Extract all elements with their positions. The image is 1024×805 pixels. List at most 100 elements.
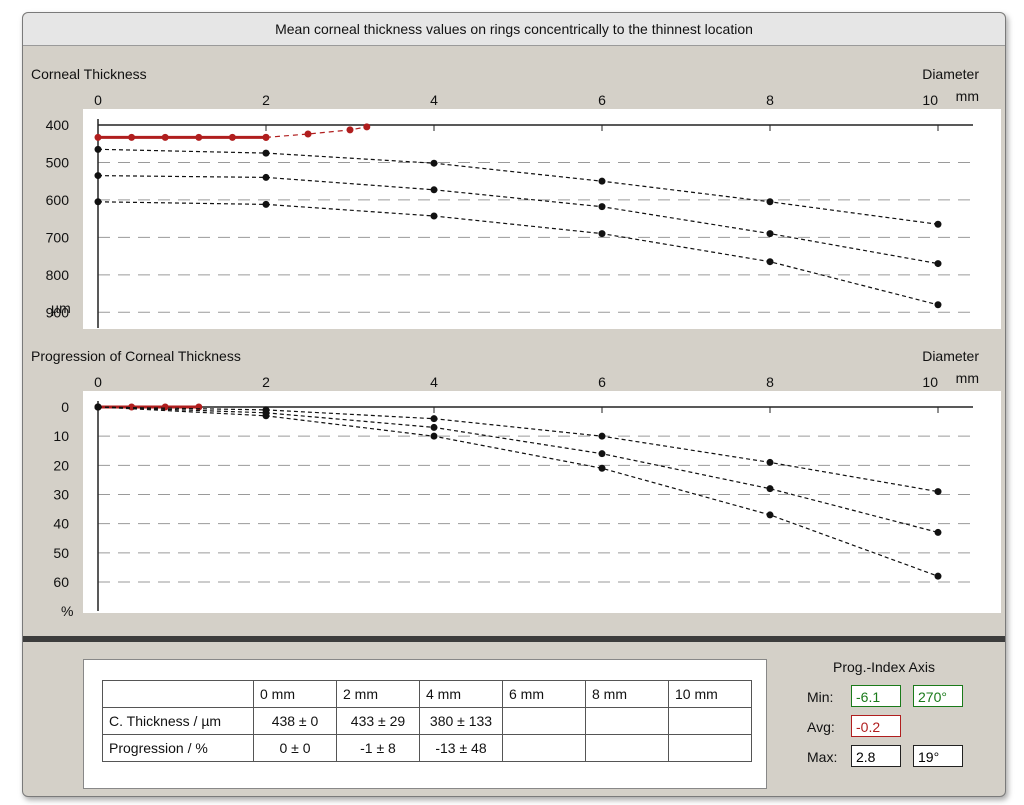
x-tick-label: 6: [598, 92, 606, 108]
table-cell: 433 ± 29: [336, 707, 420, 735]
data-point: [195, 403, 203, 411]
data-point: [262, 149, 270, 157]
chart1-x-unit: mm: [956, 88, 979, 104]
chart2-plot-area: [83, 391, 1001, 613]
y-tick-label: 10: [53, 428, 69, 444]
y-tick-label: 900: [46, 304, 70, 320]
data-point: [94, 403, 102, 411]
data-point: [934, 528, 942, 536]
x-tick-label: 2: [262, 92, 270, 108]
chart1-y-unit: µm: [51, 300, 71, 316]
data-point: [598, 177, 606, 185]
data-point: [94, 133, 102, 141]
max-value-field: 2.8: [851, 745, 901, 767]
x-tick-label: 6: [598, 374, 606, 390]
series-line: [97, 148, 939, 225]
y-tick-label: 30: [53, 487, 69, 503]
table-row: C. Thickness / µm 438 ± 0 433 ± 29 380 ±…: [102, 707, 752, 735]
y-tick-label: 20: [53, 457, 69, 473]
data-point: [598, 464, 606, 472]
y-tick-label: 700: [46, 229, 70, 245]
table-header-row: 0 mm 2 mm 4 mm 6 mm 8 mm 10 mm: [102, 680, 752, 708]
data-point: [262, 200, 270, 208]
table-cell: [585, 707, 669, 735]
chart1-layer: 400 500 600 700 800 900 0 2 4 6 8 10: [46, 92, 973, 328]
y-tick-label: 400: [46, 117, 70, 133]
table-header-cell: 6 mm: [502, 680, 586, 708]
y-tick-label: 0: [61, 399, 69, 415]
table-header-cell: 8 mm: [585, 680, 669, 708]
prog-index-title: Prog.-Index Axis: [833, 659, 935, 675]
thickness-table: 0 mm 2 mm 4 mm 6 mm 8 mm 10 mm C. Thickn…: [102, 680, 752, 762]
charts-svg: Corneal Thickness Diameter mm µm 4005006…: [31, 66, 1001, 619]
table-cell: 380 ± 133: [419, 707, 503, 735]
series-line: [97, 201, 939, 306]
data-point: [766, 511, 774, 519]
y-tick-label: 600: [46, 192, 70, 208]
table-cell: [668, 734, 752, 762]
analysis-window: Mean corneal thickness values on rings c…: [22, 12, 1006, 797]
table-cell: 0 ± 0: [253, 734, 337, 762]
table-header-cell: 4 mm: [419, 680, 503, 708]
data-point: [430, 423, 438, 431]
table-cell: 438 ± 0: [253, 707, 337, 735]
x-tick-label: 2: [262, 374, 270, 390]
data-point: [598, 230, 606, 238]
y-tick-label: 50: [53, 545, 69, 561]
table-cell: -1 ± 8: [336, 734, 420, 762]
avg-value-field: -0.2: [851, 715, 901, 737]
data-point: [934, 260, 942, 268]
data-point: [934, 301, 942, 309]
chart2-layer: 0 10 20 30 40 50 60 0 2 4 6 8 10: [53, 374, 973, 611]
y-tick-label: 500: [46, 154, 70, 170]
data-point: [161, 133, 169, 141]
table-cell: -13 ± 48: [419, 734, 503, 762]
table-row-label: Progression / %: [102, 734, 254, 762]
data-point: [766, 485, 774, 493]
data-point: [430, 432, 438, 440]
data-point: [934, 488, 942, 496]
x-tick-label: 4: [430, 92, 438, 108]
data-point: [262, 133, 270, 141]
table-cell: [502, 734, 586, 762]
y-tick-label: 40: [53, 516, 69, 532]
data-point: [228, 133, 236, 141]
x-tick-label: 8: [766, 92, 774, 108]
chart2-x-unit: mm: [956, 370, 979, 386]
data-point: [598, 450, 606, 458]
series-line: [97, 175, 939, 265]
table-cell: [502, 707, 586, 735]
data-point: [766, 258, 774, 266]
table-row: Progression / % 0 ± 0 -1 ± 8 -13 ± 48: [102, 734, 752, 762]
data-point: [94, 172, 102, 180]
data-point: [766, 230, 774, 238]
x-tick-label: 10: [922, 374, 938, 390]
chart2-y-unit: %: [61, 603, 73, 619]
data-point: [94, 145, 102, 153]
data-point: [766, 458, 774, 466]
table-box: 0 mm 2 mm 4 mm 6 mm 8 mm 10 mm C. Thickn…: [83, 659, 767, 789]
data-point: [598, 432, 606, 440]
data-point: [430, 212, 438, 220]
data-point: [128, 133, 136, 141]
data-point: [262, 412, 270, 420]
data-point: [934, 572, 942, 580]
table-cell: [585, 734, 669, 762]
data-point: [94, 198, 102, 206]
series-line: [97, 406, 939, 533]
data-point: [766, 198, 774, 206]
table-header-cell: 2 mm: [336, 680, 420, 708]
max-axis-field: 19°: [913, 745, 963, 767]
chart2-title: Progression of Corneal Thickness: [31, 348, 241, 364]
y-tick-label: 800: [46, 267, 70, 283]
data-point: [430, 415, 438, 423]
data-point: [304, 130, 312, 138]
panel-divider: [23, 636, 1005, 642]
table-cell: [668, 707, 752, 735]
data-point: [195, 133, 203, 141]
max-label: Max:: [807, 749, 838, 765]
x-tick-label: 8: [766, 374, 774, 390]
x-tick-label: 10: [922, 92, 938, 108]
table-row-label: C. Thickness / µm: [102, 707, 254, 735]
series-line-red-dashed: [265, 126, 367, 138]
